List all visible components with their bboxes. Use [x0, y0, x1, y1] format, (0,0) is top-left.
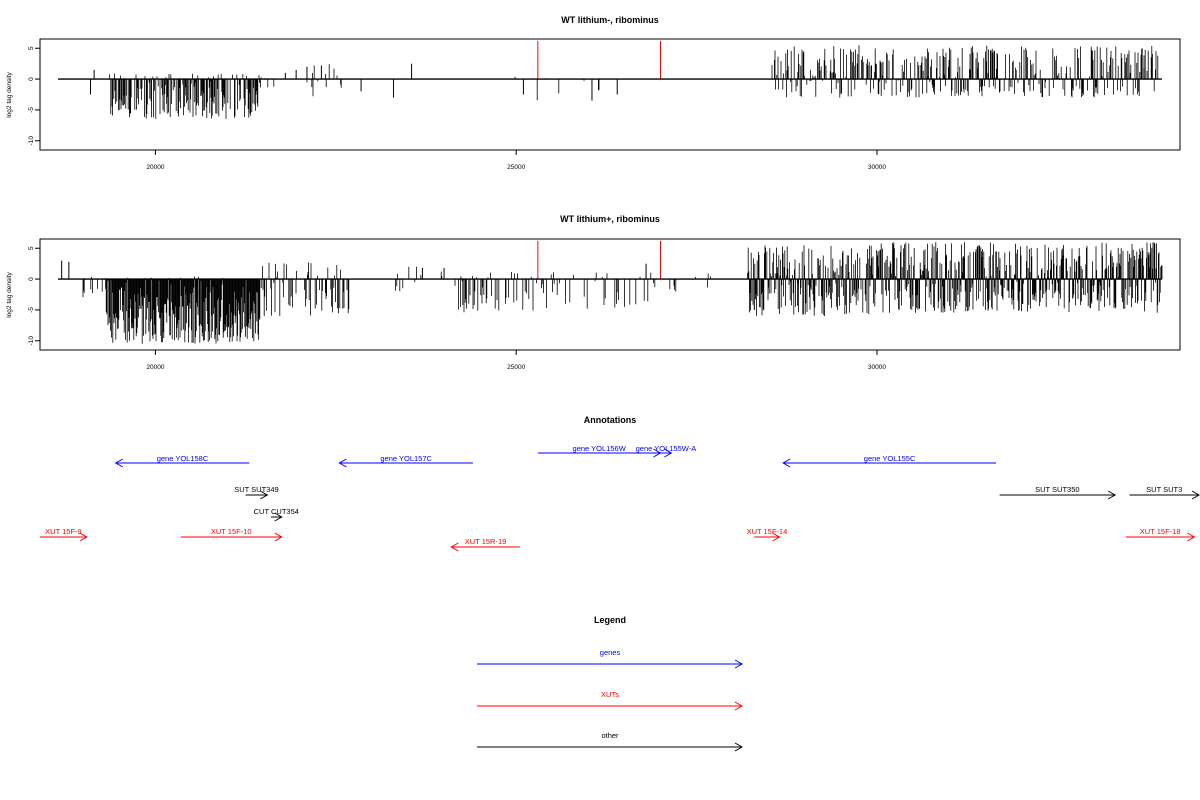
y-axis: 5 0 -5 -10 [28, 46, 40, 145]
other-label: SUT SUT349 [234, 485, 278, 494]
xut-label: XUT 15F-14 [747, 527, 788, 536]
gene-label: gene YOL157C [380, 454, 432, 463]
gene-arrow [114, 458, 250, 468]
x-axis: 20000 25000 30000 [146, 350, 886, 371]
x-tick-label: 30000 [868, 364, 886, 371]
annotations-title: Annotations [584, 415, 637, 425]
gene-arrow [338, 458, 473, 468]
annotations-track: Annotations gene YOL158C gene YOL157Cgene… [40, 415, 1200, 552]
coverage-panel-lithium-plus: WT lithium+, ribominus log2 tag density … [6, 214, 1181, 371]
legend-arrow [477, 742, 744, 752]
other-label: SUT SUT350 [1035, 485, 1079, 494]
legend-item-label: XUTs [601, 690, 619, 699]
xut-label: XUT 15F-18 [1140, 527, 1181, 536]
y-tick-label: -10 [28, 336, 35, 346]
gene-arrow [782, 458, 997, 468]
gene-label: gene YOL155C [864, 454, 916, 463]
y-tick-label: 5 [28, 46, 35, 50]
xut-arrow [180, 532, 283, 542]
plot-frame [39, 238, 1181, 351]
other-label: SUT SUT3 [1146, 485, 1182, 494]
x-tick-label: 30000 [868, 164, 886, 171]
x-tick-label: 25000 [507, 364, 525, 371]
y-tick-label: 5 [28, 246, 35, 250]
panel-title: WT lithium-, ribominus [561, 15, 659, 25]
coverage-panel-lithium-minus: WT lithium-, ribominus log2 tag density … [6, 15, 1181, 171]
y-tick-label: 0 [28, 77, 35, 81]
xut-arrow [754, 532, 781, 542]
y-axis-label: log2 tag density [6, 71, 13, 117]
x-tick-label: 20000 [146, 364, 164, 371]
other-label: CUT CUT354 [254, 507, 299, 516]
legend-title: Legend [594, 615, 626, 625]
other-arrow [1129, 490, 1200, 500]
y-tick-label: -5 [28, 107, 35, 113]
y-tick-label: 0 [28, 277, 35, 281]
plot-frame [39, 38, 1181, 151]
annotation-items: gene YOL158C gene YOL157C gene YOL156W gene… [40, 444, 1200, 552]
xut-label: XUT 15R-19 [465, 537, 507, 546]
xut-arrow [450, 542, 520, 552]
other-arrow [245, 490, 269, 500]
y-tick-label: -5 [28, 307, 35, 313]
xut-arrow [1125, 532, 1196, 542]
y-axis-label: log2 tag density [6, 271, 13, 317]
x-tick-label: 25000 [507, 164, 525, 171]
x-axis: 20000 25000 30000 [146, 150, 886, 171]
xut-label: XUT 15F-10 [211, 527, 252, 536]
legend-item-label: genes [600, 648, 621, 657]
other-arrow [270, 512, 283, 522]
other-arrow [999, 490, 1117, 500]
gene-label: gene YOL156W [573, 444, 627, 453]
gene-label: gene YOL155W-A [636, 444, 697, 453]
gene-arrow [660, 448, 673, 458]
xut-arrow [40, 532, 88, 542]
legend-item-label: other [601, 731, 619, 740]
legend-arrow [477, 701, 744, 711]
xut-label: XUT 15F-9 [45, 527, 82, 536]
y-axis: 5 0 -5 -10 [28, 246, 40, 345]
gene-label: gene YOL158C [157, 454, 209, 463]
y-tick-label: -10 [28, 136, 35, 146]
legend: Legend genes XUTs other [477, 615, 744, 752]
bars [58, 240, 1163, 344]
legend-items: genes XUTs other [477, 648, 744, 752]
panel-title: WT lithium+, ribominus [560, 214, 660, 224]
legend-arrow [477, 659, 744, 669]
x-tick-label: 20000 [146, 164, 164, 171]
bars [58, 40, 1162, 119]
